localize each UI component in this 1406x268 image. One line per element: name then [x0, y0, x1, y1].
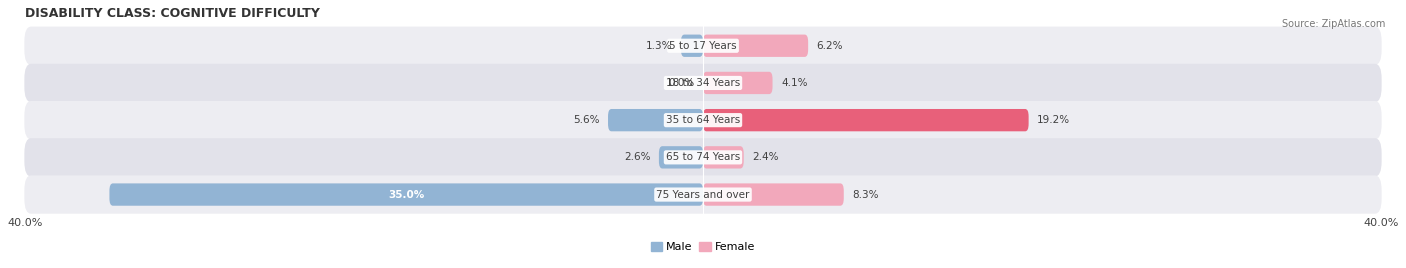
FancyBboxPatch shape	[24, 27, 1382, 65]
Text: 5.6%: 5.6%	[574, 115, 599, 125]
FancyBboxPatch shape	[703, 146, 744, 169]
Text: 35.0%: 35.0%	[388, 189, 425, 200]
Legend: Male, Female: Male, Female	[647, 237, 759, 257]
FancyBboxPatch shape	[110, 183, 703, 206]
FancyBboxPatch shape	[24, 64, 1382, 102]
Text: 75 Years and over: 75 Years and over	[657, 189, 749, 200]
FancyBboxPatch shape	[24, 175, 1382, 214]
Text: 2.6%: 2.6%	[624, 152, 651, 162]
FancyBboxPatch shape	[659, 146, 703, 169]
Text: 35 to 64 Years: 35 to 64 Years	[666, 115, 740, 125]
FancyBboxPatch shape	[703, 109, 1029, 131]
FancyBboxPatch shape	[681, 35, 703, 57]
Text: 19.2%: 19.2%	[1038, 115, 1070, 125]
Text: DISABILITY CLASS: COGNITIVE DIFFICULTY: DISABILITY CLASS: COGNITIVE DIFFICULTY	[25, 7, 319, 20]
Text: 5 to 17 Years: 5 to 17 Years	[669, 41, 737, 51]
Text: Source: ZipAtlas.com: Source: ZipAtlas.com	[1281, 19, 1385, 29]
FancyBboxPatch shape	[703, 35, 808, 57]
FancyBboxPatch shape	[607, 109, 703, 131]
FancyBboxPatch shape	[703, 72, 772, 94]
Text: 6.2%: 6.2%	[817, 41, 844, 51]
Text: 0.0%: 0.0%	[668, 78, 695, 88]
Text: 8.3%: 8.3%	[852, 189, 879, 200]
Text: 1.3%: 1.3%	[645, 41, 672, 51]
Text: 4.1%: 4.1%	[780, 78, 807, 88]
Text: 65 to 74 Years: 65 to 74 Years	[666, 152, 740, 162]
FancyBboxPatch shape	[24, 138, 1382, 177]
FancyBboxPatch shape	[703, 183, 844, 206]
Text: 18 to 34 Years: 18 to 34 Years	[666, 78, 740, 88]
FancyBboxPatch shape	[24, 101, 1382, 139]
Text: 2.4%: 2.4%	[752, 152, 779, 162]
